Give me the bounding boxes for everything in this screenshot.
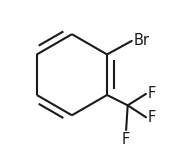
Text: F: F [148, 110, 156, 125]
Text: F: F [122, 132, 130, 147]
Text: Br: Br [134, 33, 150, 48]
Text: F: F [148, 86, 156, 101]
